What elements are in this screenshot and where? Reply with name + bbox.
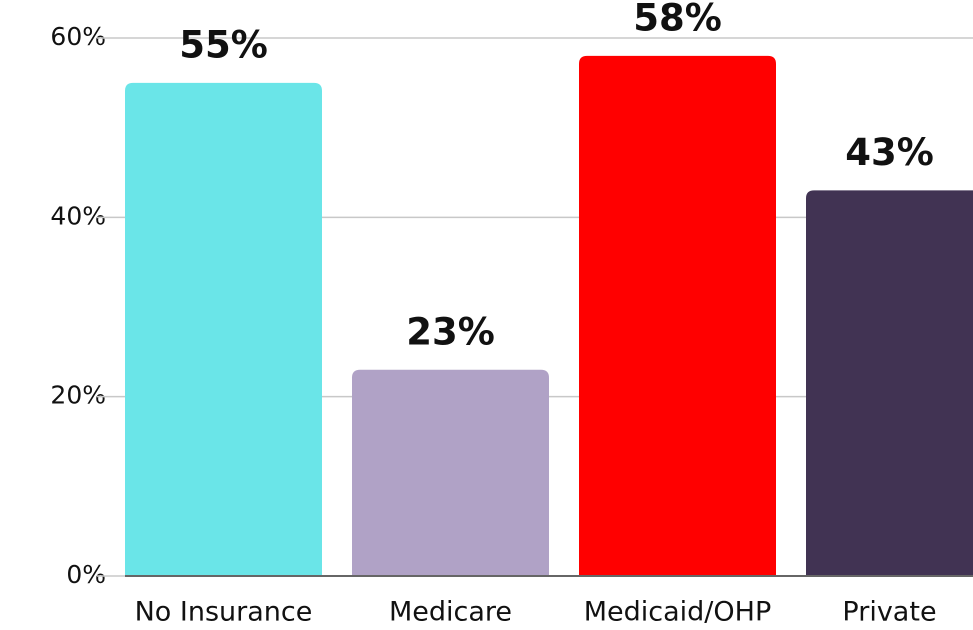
bar — [352, 369, 549, 576]
value-label: 23% — [406, 310, 495, 353]
bar — [579, 55, 776, 576]
value-label: 58% — [633, 0, 722, 39]
x-tick-label: Private — [842, 597, 936, 628]
x-tick-label: Medicare — [389, 597, 512, 628]
bar — [806, 190, 973, 576]
value-label: 55% — [179, 23, 268, 66]
y-tick-label: 0% — [66, 560, 106, 589]
y-tick-label: 60% — [50, 22, 106, 51]
y-tick-label: 40% — [50, 201, 106, 230]
bar — [125, 82, 322, 576]
value-label: 43% — [845, 131, 934, 174]
x-tick-label: No Insurance — [135, 597, 313, 628]
y-tick-label: 20% — [50, 381, 106, 410]
x-tick-label: Medicaid/OHP — [584, 597, 772, 628]
